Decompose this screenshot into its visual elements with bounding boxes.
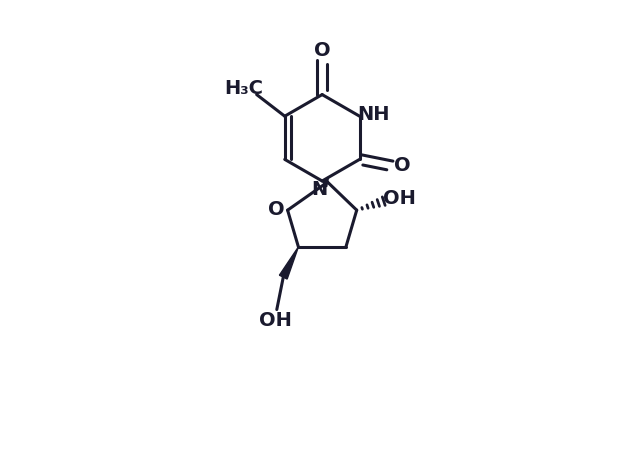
Text: O: O	[269, 200, 285, 219]
Text: OH: OH	[383, 189, 417, 208]
Polygon shape	[280, 247, 298, 279]
Text: H₃C: H₃C	[224, 78, 263, 98]
Text: OH: OH	[259, 311, 292, 330]
Text: NH: NH	[357, 104, 390, 124]
Text: O: O	[314, 41, 330, 60]
Polygon shape	[322, 177, 328, 187]
Text: O: O	[394, 157, 411, 175]
Text: N: N	[311, 180, 327, 199]
